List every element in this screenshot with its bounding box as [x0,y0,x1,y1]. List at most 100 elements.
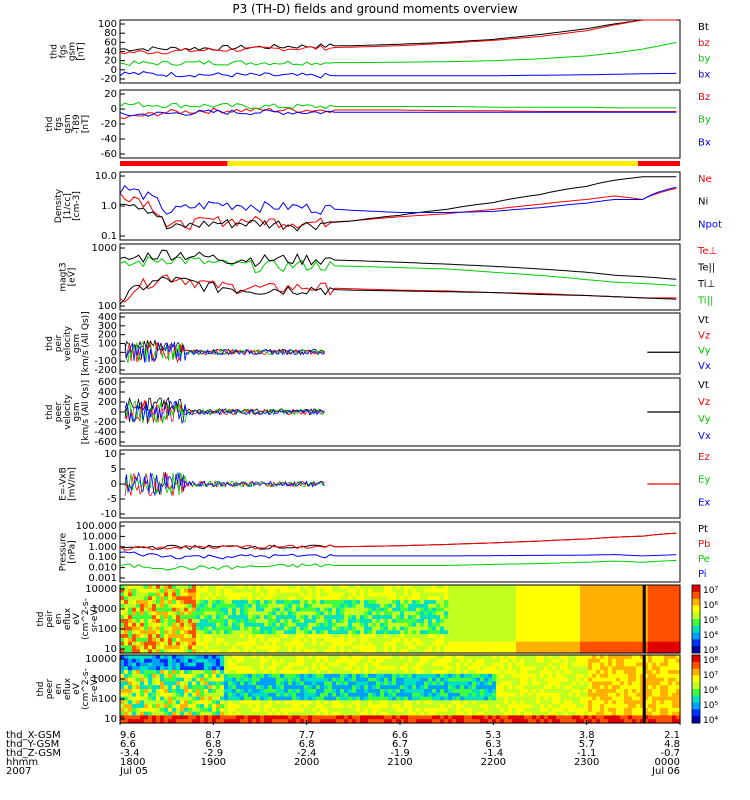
spec-cell [496,658,501,664]
spec-cell [432,666,437,671]
spec-cell [404,670,409,675]
spec-cell [200,626,205,631]
spec-cell [156,692,161,698]
spec-cell [264,600,269,605]
spec-cell [168,689,173,694]
spec-cell [388,592,393,597]
y-tick-label: 100 [98,624,117,635]
spec-cell [500,692,505,698]
spec-cell [248,622,253,628]
spec-cell [352,603,357,609]
spec-cell [128,626,133,631]
spec-cell [300,658,305,664]
spec-cell [500,637,505,643]
spec-cell [348,615,353,620]
spec-cell [652,585,657,590]
spec-cell [528,626,533,631]
spec-cell [208,677,213,683]
spec-cell [460,662,465,667]
spec-cell [156,626,161,631]
spec-cell [388,658,393,664]
spec-cell [500,666,505,671]
spec-cell [176,707,181,713]
spec-cell [288,662,293,667]
spec-cell [616,615,621,620]
spec-cell [376,681,381,686]
spec-cell [400,596,405,601]
spec-cell [180,588,185,594]
spec-cell [432,630,437,635]
spec-cell [424,622,429,628]
spec-cell [428,655,433,660]
spec-cell [156,700,161,705]
spec-cell [220,711,225,717]
spec-cell [588,707,593,713]
colorbar-label: 10⁷ [703,586,718,596]
spec-cell [604,626,609,631]
spec-cell [564,600,569,605]
spec-cell [152,677,157,683]
spec-cell [328,666,333,671]
spec-cell [284,666,289,671]
spec-cell [644,637,649,643]
y-axis-label: thd peir velocity gsm [km/s (All Qs)] [45,311,91,375]
spec-cell [328,603,333,609]
spec-cell [452,658,457,664]
spec-cell [580,700,585,705]
spec-cell [184,673,189,679]
spec-cell [372,673,377,679]
spec-cell [652,649,657,654]
spec-cell [588,655,593,660]
spec-cell [668,585,673,590]
spec-cell [576,634,581,639]
spec-cell [316,677,321,683]
spec-cell [564,645,569,650]
spec-cell [392,666,397,671]
spec-cell [596,696,601,701]
spec-cell [312,615,317,620]
spec-cell [596,689,601,694]
spec-cell [508,641,513,647]
spec-cell [616,681,621,686]
spec-cell [240,655,245,660]
spec-cell [432,603,437,609]
spec-cell [120,596,125,601]
spec-cell [548,626,553,631]
spec-cell [176,588,181,594]
spec-cell [336,585,341,590]
spec-cell [264,585,269,590]
spec-cell [196,707,201,713]
spec-cell [340,626,345,631]
spec-cell [592,673,597,679]
spec-cell [544,649,549,654]
spec-cell [396,637,401,643]
spec-cell [536,689,541,694]
spec-cell [540,700,545,705]
spec-cell [440,585,445,590]
spec-cell [412,681,417,686]
spec-cell [536,677,541,683]
spec-cell [516,649,521,654]
spec-cell [224,719,229,724]
spec-cell [600,666,605,671]
spec-cell [180,677,185,683]
spec-cell [228,622,233,628]
spec-cell [164,619,169,624]
spec-cell [560,619,565,624]
spec-cell [436,689,441,694]
spec-cell [432,649,437,654]
spec-cell [464,677,469,683]
spec-cell [360,588,365,594]
spec-cell [584,585,589,590]
spec-cell [272,689,277,694]
spec-cell [504,600,509,605]
spec-cell [292,649,297,654]
spec-cell [192,645,197,650]
spec-cell [336,592,341,597]
spec-cell [156,719,161,724]
spec-cell [404,673,409,679]
spec-cell [212,704,217,709]
spec-cell [396,677,401,683]
spec-cell [356,619,361,624]
spec-cell [336,685,341,690]
